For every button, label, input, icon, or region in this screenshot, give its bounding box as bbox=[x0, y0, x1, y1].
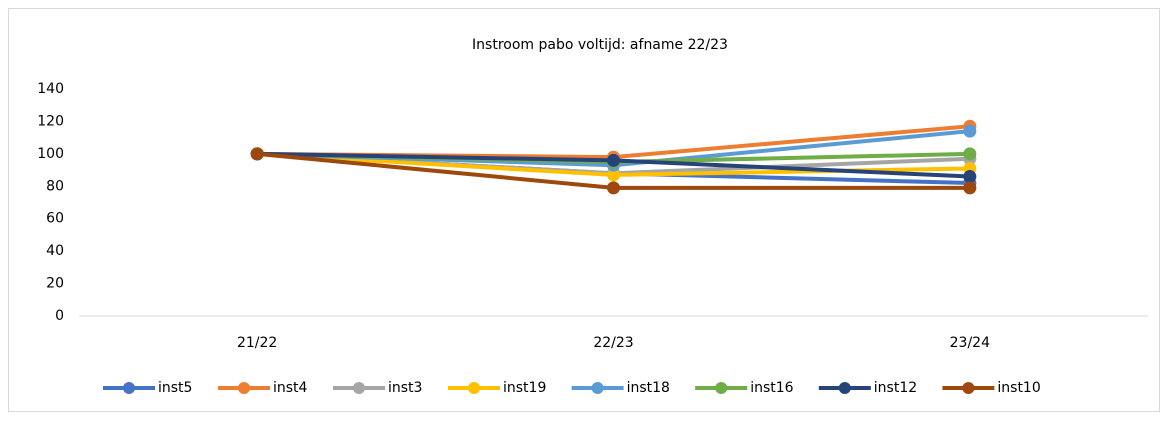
data-point bbox=[607, 168, 620, 182]
data-point bbox=[963, 181, 977, 195]
y-tick-label: 120 bbox=[37, 113, 64, 129]
legend-label: inst10 bbox=[997, 380, 1040, 396]
legend-marker bbox=[238, 382, 250, 394]
data-point bbox=[250, 147, 264, 161]
legend-label: inst12 bbox=[874, 380, 917, 396]
data-point bbox=[607, 181, 620, 195]
y-tick-label: 20 bbox=[46, 276, 64, 292]
y-tick-label: 140 bbox=[37, 81, 64, 97]
x-tick-label: 22/23 bbox=[593, 335, 633, 351]
legend-label: inst3 bbox=[388, 380, 422, 396]
y-tick-label: 100 bbox=[37, 146, 64, 162]
legend-marker bbox=[468, 382, 480, 394]
chart-title: Instroom pabo voltijd: afname 22/23 bbox=[472, 37, 728, 53]
legend-marker bbox=[353, 382, 365, 394]
legend-marker bbox=[123, 382, 135, 394]
y-tick-label: 0 bbox=[55, 308, 64, 324]
data-point bbox=[963, 124, 977, 138]
legend-label: inst16 bbox=[750, 380, 793, 396]
legend-label: inst4 bbox=[273, 380, 308, 396]
legend-label: inst19 bbox=[503, 380, 546, 396]
data-point bbox=[963, 147, 977, 161]
legend-marker bbox=[962, 382, 975, 394]
legend-marker bbox=[838, 382, 851, 394]
x-tick-label: 21/22 bbox=[237, 335, 277, 351]
legend-marker bbox=[591, 382, 604, 394]
data-point bbox=[607, 153, 620, 167]
legend-marker bbox=[715, 382, 728, 394]
y-tick-label: 40 bbox=[46, 243, 64, 259]
data-point bbox=[963, 170, 977, 184]
x-tick-label: 23/24 bbox=[950, 335, 990, 351]
legend-label: inst5 bbox=[158, 380, 192, 396]
chart-frame bbox=[8, 8, 1160, 412]
y-tick-label: 60 bbox=[46, 211, 64, 227]
legend-label: inst18 bbox=[627, 380, 670, 396]
y-tick-label: 80 bbox=[46, 178, 64, 194]
